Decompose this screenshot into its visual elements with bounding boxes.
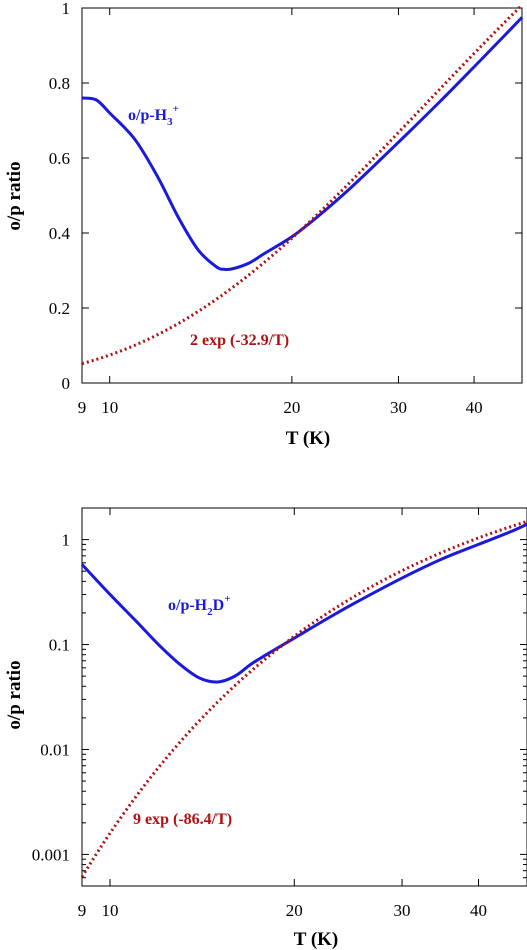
series-label-fit-bottom: 9 exp (-86.4/T) bbox=[133, 811, 232, 828]
x-axis-label-top: T (K) bbox=[286, 428, 331, 449]
y-tick-label: 0.001 bbox=[32, 845, 70, 864]
x-tick-label: 10 bbox=[102, 901, 119, 920]
fit-curve bbox=[80, 520, 527, 878]
x-tick-label: 9 bbox=[78, 901, 87, 920]
series-label-h2d-after: D bbox=[213, 597, 225, 614]
series-label-h3: o/p-H3+ bbox=[128, 103, 179, 128]
chart-bottom: 9 10 20 30 40 0.001 0.01 0.1 1 o/p ratio T (K) o… bbox=[4, 507, 527, 950]
x-tick-label: 30 bbox=[394, 901, 411, 920]
y-tick-label: 0.1 bbox=[49, 636, 70, 655]
x-tick-label: 10 bbox=[101, 398, 118, 417]
y-tick-label: 0.2 bbox=[49, 299, 70, 318]
series-label-h2d-main: o/p-H bbox=[168, 597, 208, 614]
y-tick-label: 1 bbox=[62, 0, 71, 18]
series-label-fit-top: 2 exp (-32.9/T) bbox=[190, 332, 289, 349]
series-bottom bbox=[80, 520, 527, 878]
series-label-h2d-sup: + bbox=[224, 593, 230, 605]
x-tick-label: 9 bbox=[78, 398, 87, 417]
plot-frame-bottom bbox=[81, 507, 527, 887]
y-tick-label: 0.4 bbox=[49, 224, 71, 243]
x-axis-label-bottom: T (K) bbox=[294, 929, 339, 950]
x-tick-label: 40 bbox=[466, 398, 483, 417]
y-tick-label: 1 bbox=[62, 531, 71, 550]
series-label-h3-sub: 3 bbox=[167, 116, 173, 128]
model-curve bbox=[81, 16, 524, 272]
x-tick-label: 20 bbox=[283, 398, 300, 417]
y-tick-label: 0.8 bbox=[49, 74, 70, 93]
y-tick-label: 0.6 bbox=[49, 149, 70, 168]
series-label-h2d: o/p-H2D+ bbox=[168, 593, 230, 618]
y-axis-label-top: o/p ratio bbox=[4, 161, 25, 230]
ticks-bottom: 9 10 20 30 40 0.001 0.01 0.1 1 bbox=[32, 508, 527, 920]
series-label-h3-main: o/p-H bbox=[128, 107, 168, 124]
y-tick-label: 0.01 bbox=[40, 740, 70, 759]
series-label-h2d-sub: 2 bbox=[207, 606, 213, 618]
y-tick-label: 0 bbox=[62, 374, 71, 393]
y-axis-label-bottom: o/p ratio bbox=[4, 660, 25, 729]
x-tick-label: 40 bbox=[470, 901, 487, 920]
ticks-top: 9 10 20 30 40 0 0.2 0.4 0.6 0.8 1 bbox=[49, 0, 522, 417]
x-tick-label: 20 bbox=[286, 901, 303, 920]
series-label-h3-sup: + bbox=[173, 103, 179, 115]
series-top bbox=[81, 4, 524, 366]
model-curve bbox=[80, 522, 527, 684]
x-tick-label: 30 bbox=[390, 398, 407, 417]
fit-curve bbox=[81, 4, 524, 366]
plot-frame-top bbox=[81, 7, 523, 384]
